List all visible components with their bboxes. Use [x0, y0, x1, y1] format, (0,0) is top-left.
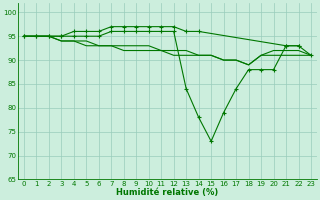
X-axis label: Humidité relative (%): Humidité relative (%) [116, 188, 219, 197]
